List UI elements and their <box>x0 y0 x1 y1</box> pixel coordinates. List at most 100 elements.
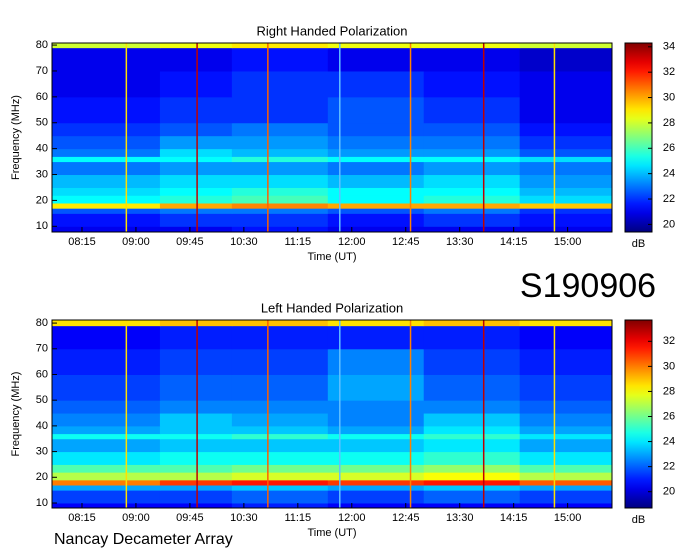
x-tick-label: 08:15 <box>68 236 96 248</box>
heatmap-cell <box>327 479 425 486</box>
heatmap-cell <box>52 226 161 233</box>
heatmap-cell <box>231 47 329 72</box>
heatmap-cell <box>52 47 161 72</box>
heatmap-cell <box>52 187 161 196</box>
colorbar-tick-label: 24 <box>663 168 675 180</box>
event-id: S190906 <box>520 267 656 305</box>
y-tick-label: 20 <box>36 471 48 483</box>
heatmap-cell <box>159 226 233 233</box>
heatmap-cell <box>327 195 425 204</box>
heatmap-cell <box>423 433 521 440</box>
heatmap-cell <box>231 320 329 327</box>
x-tick-label: 15:00 <box>554 236 582 248</box>
heatmap-cell <box>519 203 613 209</box>
heatmap-cell <box>159 96 233 124</box>
heatmap-cell <box>159 174 233 188</box>
heatmap-cell <box>159 70 233 98</box>
heatmap-cell <box>327 43 425 49</box>
heatmap-cell <box>327 502 425 509</box>
heatmap-cell <box>519 374 613 401</box>
heatmap-cell <box>423 374 521 401</box>
y-tick-label: 80 <box>36 39 48 51</box>
heatmap-cell <box>327 464 425 473</box>
heatmap-cell <box>423 96 521 124</box>
heatmap-cell <box>423 348 521 375</box>
heatmap-cell <box>423 413 521 427</box>
heatmap-cell <box>231 148 329 157</box>
heatmap-cell <box>327 451 425 465</box>
heatmap-cell <box>231 425 329 435</box>
heatmap-cell <box>519 70 613 98</box>
heatmap-cell <box>423 502 521 509</box>
heatmap-cell <box>423 135 521 150</box>
heatmap-cell <box>159 490 233 504</box>
heatmap-cell <box>159 472 233 481</box>
heatmap-cell <box>231 195 329 204</box>
heatmap-cell <box>327 96 425 124</box>
heatmap-cell <box>327 374 425 401</box>
y-tick-label: 50 <box>36 394 48 406</box>
heatmap-cell <box>159 348 233 375</box>
heatmap-cell <box>52 70 161 98</box>
heatmap-cell <box>52 348 161 375</box>
heatmap-cell <box>423 148 521 157</box>
heatmap-cell <box>52 320 161 327</box>
heatmap-cell <box>52 374 161 401</box>
heatmap-cell <box>423 122 521 137</box>
plot-frame <box>51 319 613 509</box>
heatmap-cell <box>159 195 233 204</box>
heatmap-cell <box>327 148 425 157</box>
heatmap-cell <box>519 47 613 72</box>
heatmap-cell <box>52 156 161 163</box>
heatmap-cell <box>327 348 425 375</box>
chart-title: Right Handed Polarization <box>256 23 407 38</box>
heatmap-cell <box>519 96 613 124</box>
heatmap-cell <box>159 148 233 157</box>
heatmap-cell <box>519 433 613 440</box>
heatmap-cell <box>423 451 521 465</box>
heatmap-cell <box>423 472 521 481</box>
heatmap-cell <box>231 213 329 227</box>
heatmap-cell <box>231 208 329 214</box>
heatmap-cell <box>519 174 613 188</box>
heatmap-cell <box>327 135 425 150</box>
heatmap-cell <box>519 451 613 465</box>
heatmap-cell <box>327 490 425 504</box>
heatmap-cell <box>327 438 425 453</box>
heatmap-cell <box>159 161 233 176</box>
heatmap-cell <box>423 203 521 209</box>
footer: Nancay Decameter Array <box>54 531 233 548</box>
heatmap-cell <box>159 208 233 214</box>
heatmap-cell <box>52 413 161 427</box>
heatmap-cell <box>52 484 161 491</box>
heatmap-cell <box>519 484 613 491</box>
heatmap-cell <box>519 148 613 157</box>
colorbar-tick-label: 26 <box>663 142 675 154</box>
heatmap-cell <box>423 479 521 486</box>
x-tick-label: 15:00 <box>554 512 582 524</box>
heatmap-cell <box>159 43 233 49</box>
colorbar-label: dB <box>632 514 645 526</box>
heatmap-cell <box>52 174 161 188</box>
heatmap-cell <box>519 156 613 163</box>
y-tick-label: 70 <box>36 65 48 77</box>
x-tick-label: 09:45 <box>176 512 204 524</box>
heatmap-cell <box>327 413 425 427</box>
x-tick-label: 12:00 <box>338 512 366 524</box>
heatmap-cell <box>519 438 613 453</box>
heatmap-cell <box>159 451 233 465</box>
heatmap-cell <box>231 472 329 481</box>
heatmap-cell <box>159 187 233 196</box>
colorbar-tick-label: 20 <box>663 486 675 498</box>
heatmap-cell <box>423 187 521 196</box>
heatmap-cell <box>327 161 425 176</box>
heatmap-cell <box>231 451 329 465</box>
heatmap-cell <box>52 502 161 509</box>
heatmap-cell <box>327 47 425 72</box>
heatmap-cell <box>423 400 521 414</box>
x-tick-label: 10:30 <box>230 512 258 524</box>
heatmap-cell <box>52 148 161 157</box>
heatmap-cell <box>327 320 425 327</box>
heatmap-cell <box>231 226 329 233</box>
x-tick-label: 12:45 <box>392 512 420 524</box>
